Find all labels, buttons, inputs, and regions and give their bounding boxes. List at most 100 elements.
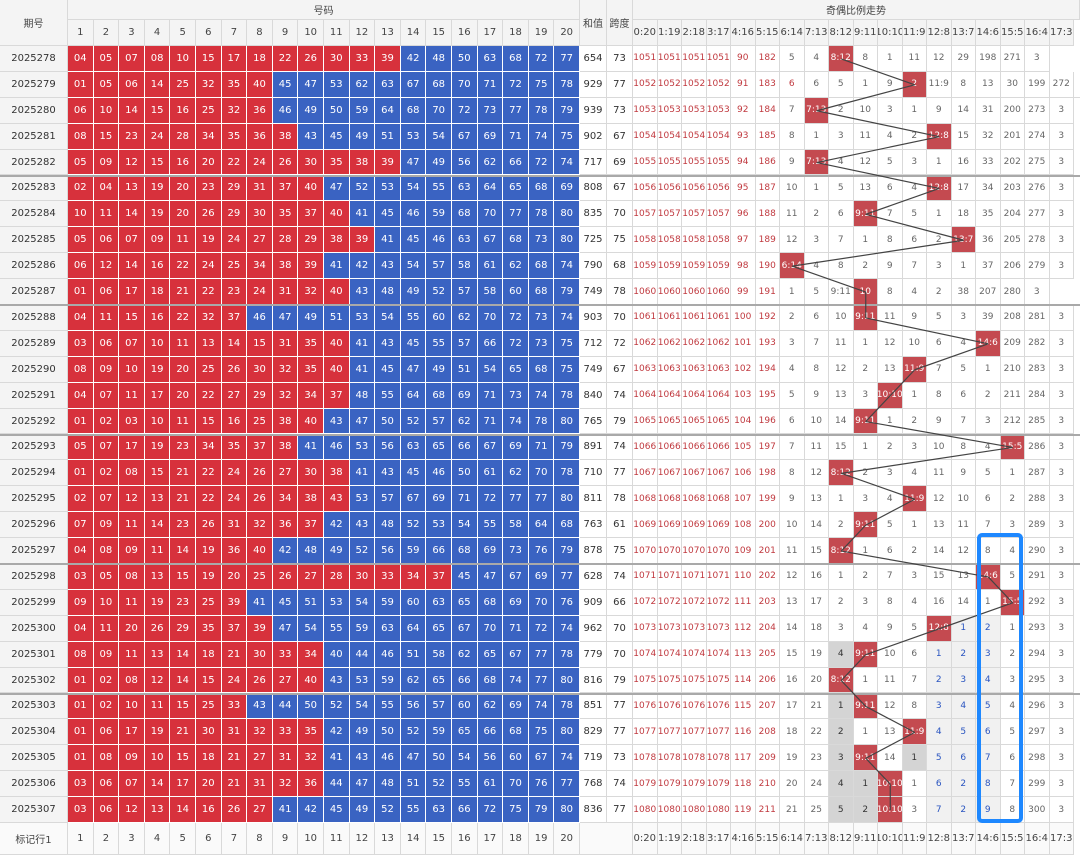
footer-number: 12 [349, 823, 376, 855]
number-ball: 54 [400, 175, 427, 202]
number-ball: 04 [68, 46, 94, 72]
number-ball: 78 [554, 71, 580, 98]
ratio-cell: 1065 [682, 408, 707, 435]
ratio-col-header: 10:10 [878, 20, 903, 46]
number-ball: 73 [528, 227, 555, 254]
ratio-cell: 1 [1000, 460, 1025, 487]
ratio-cell: 4 [951, 330, 976, 357]
number-ball: 04 [68, 382, 94, 409]
number-ball: 02 [68, 175, 94, 202]
ratio-cell: 1061 [682, 305, 707, 331]
number-ball: 06 [119, 71, 145, 98]
number-ball: 17 [144, 382, 171, 409]
ratio-cell: 10 [927, 434, 952, 461]
ratio-cell: 13 [853, 175, 878, 202]
number-ball: 62 [477, 693, 504, 720]
number-ball: 50 [452, 46, 478, 72]
number-ball: 34 [298, 382, 324, 409]
ratio-cell: 6 [878, 175, 903, 202]
number-ball: 59 [349, 615, 376, 642]
number-ball: 68 [528, 175, 555, 202]
footer-ratio: 14:6 [976, 823, 1001, 855]
number-ball: 67 [477, 227, 504, 254]
number-ball: 29 [170, 615, 196, 642]
number-ball: 25 [221, 253, 248, 280]
ratio-mark: 8:12 [829, 667, 854, 694]
ratio-cell: 1072 [706, 589, 731, 616]
ratio-cell: 97 [731, 227, 756, 254]
sum-value: 840 [580, 382, 607, 409]
number-col-header: 18 [503, 20, 529, 46]
ratio-cell: 272 [1049, 71, 1074, 98]
ratio-cell: 3 [1049, 175, 1074, 202]
number-ball: 02 [93, 408, 120, 435]
number-ball: 55 [426, 330, 452, 357]
ratio-cell: 182 [755, 46, 780, 72]
span-value: 77 [607, 797, 633, 823]
number-ball: 53 [349, 486, 376, 513]
ratio-cell: 1079 [633, 771, 658, 798]
ratio-cell: 4 [902, 279, 927, 305]
ratio-cell: 8 [951, 71, 976, 98]
number-ball: 69 [503, 434, 529, 461]
number-ball: 26 [247, 486, 273, 513]
number-ball: 33 [272, 641, 299, 668]
number-ball: 63 [375, 615, 401, 642]
ratio-cell: 1078 [706, 745, 731, 772]
number-ball: 34 [196, 434, 222, 461]
number-ball: 20 [170, 382, 196, 409]
ratio-cell: 200 [1000, 97, 1025, 124]
number-ball: 22 [170, 253, 196, 280]
number-ball: 39 [375, 149, 401, 176]
period-cell: 2025303 [0, 693, 68, 720]
number-ball: 45 [324, 797, 350, 823]
ratio-cell: 1073 [706, 615, 731, 642]
number-ball: 64 [477, 175, 504, 202]
number-ball: 31 [247, 175, 273, 202]
ratio-cell: 3 [927, 253, 952, 280]
span-value: 77 [607, 719, 633, 746]
ratio-cell: 293 [1025, 615, 1050, 642]
number-ball: 74 [554, 745, 580, 772]
number-ball: 39 [375, 46, 401, 72]
number-ball: 03 [68, 771, 94, 798]
ratio-cell: 1060 [706, 279, 731, 305]
number-col-header: 15 [426, 20, 452, 46]
ratio-cell: 109 [731, 538, 756, 564]
ratio-cell: 112 [731, 615, 756, 642]
number-ball: 67 [477, 434, 504, 461]
number-ball: 11 [93, 201, 120, 228]
number-ball: 22 [196, 486, 222, 513]
number-ball: 15 [247, 330, 273, 357]
ratio-cell: 4 [780, 356, 805, 383]
number-ball: 59 [426, 719, 452, 746]
number-ball: 41 [247, 589, 273, 616]
footer-number: 2 [93, 823, 120, 855]
footer-ratio: 11:9 [902, 823, 927, 855]
number-ball: 67 [452, 615, 478, 642]
ratio-cell: 1056 [657, 175, 682, 202]
number-ball: 17 [119, 279, 145, 305]
number-ball: 11 [144, 538, 171, 564]
number-ball: 77 [528, 641, 555, 668]
number-ball: 51 [452, 356, 478, 383]
ratio-cell: 2 [1000, 641, 1025, 668]
number-ball: 07 [93, 486, 120, 513]
number-ball: 01 [68, 279, 94, 305]
number-ball: 16 [170, 97, 196, 124]
ratio-cell: 6 [976, 719, 1001, 746]
ratio-cell: 8 [976, 771, 1001, 798]
ratio-cell: 2 [902, 123, 927, 150]
ratio-cell: 119 [731, 797, 756, 823]
number-ball: 17 [119, 434, 145, 461]
ratio-cell: 1 [902, 97, 927, 124]
number-ball: 58 [426, 641, 452, 668]
ratio-cell: 277 [1025, 201, 1050, 228]
ratio-cell: 3 [951, 305, 976, 331]
number-ball: 43 [324, 486, 350, 513]
group-separator [0, 304, 1080, 306]
number-ball: 19 [196, 564, 222, 590]
number-ball: 13 [119, 175, 145, 202]
sum-value: 628 [580, 564, 607, 590]
number-ball: 77 [554, 771, 580, 798]
